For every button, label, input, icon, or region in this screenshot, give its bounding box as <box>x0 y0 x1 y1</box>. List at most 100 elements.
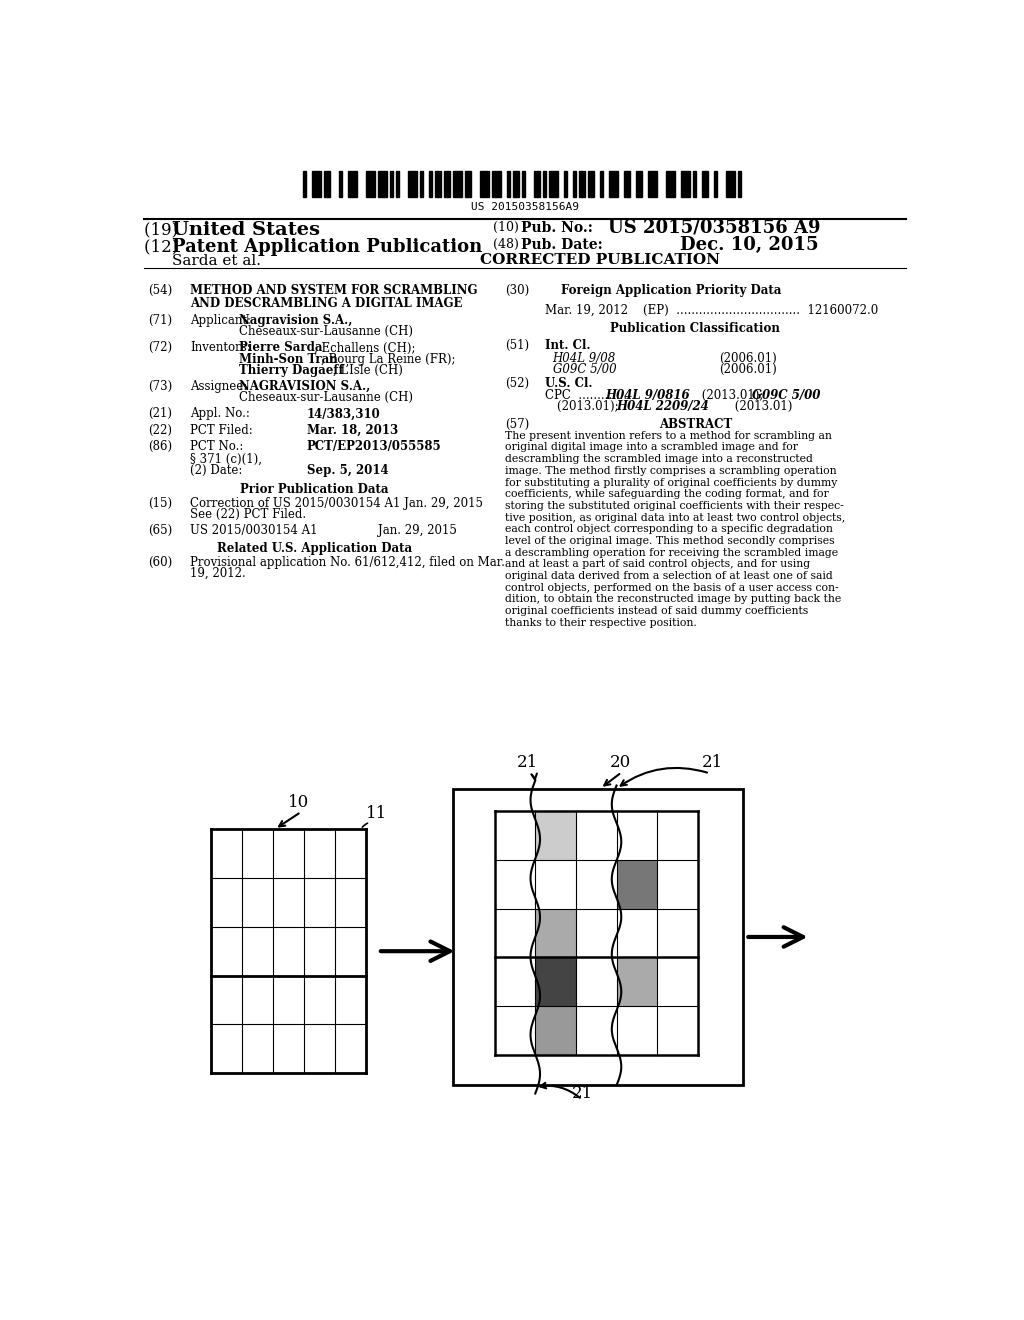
Text: (12): (12) <box>143 239 183 255</box>
Bar <box>624 170 630 197</box>
Text: (15): (15) <box>147 496 172 510</box>
Text: thanks to their respective position.: thanks to their respective position. <box>505 618 696 628</box>
Text: (2) Date:: (2) Date: <box>189 465 243 478</box>
Text: Sep. 5, 2014: Sep. 5, 2014 <box>306 465 388 478</box>
Text: (72): (72) <box>147 342 172 354</box>
Text: 11: 11 <box>367 805 387 822</box>
Text: each control object corresponding to a specific degradation: each control object corresponding to a s… <box>505 524 833 535</box>
Text: Appl. No.:: Appl. No.: <box>189 408 250 420</box>
Text: (52): (52) <box>505 378 529 389</box>
Text: U.S. Cl.: U.S. Cl. <box>545 378 592 389</box>
Text: , Echallens (CH);: , Echallens (CH); <box>314 342 416 354</box>
Text: G09C 5/00: G09C 5/00 <box>553 363 616 376</box>
Text: 10: 10 <box>288 793 309 810</box>
Bar <box>366 170 375 197</box>
Text: AND DESCRAMBLING A DIGITAL IMAGE: AND DESCRAMBLING A DIGITAL IMAGE <box>189 297 463 310</box>
Bar <box>420 170 423 197</box>
Text: (54): (54) <box>147 284 172 297</box>
Text: Correction of US 2015/0030154 A1 Jan. 29, 2015: Correction of US 2015/0030154 A1 Jan. 29… <box>189 496 483 510</box>
Bar <box>564 170 567 197</box>
Text: (60): (60) <box>147 556 172 569</box>
Bar <box>465 170 471 197</box>
Text: storing the substituted original coefficients with their respec-: storing the substituted original coeffic… <box>505 500 844 511</box>
Text: coefficients, while safeguarding the coding format, and for: coefficients, while safeguarding the cod… <box>505 490 828 499</box>
Text: US 20150358156A9: US 20150358156A9 <box>471 202 579 213</box>
Text: Applicant:: Applicant: <box>189 314 251 327</box>
Text: image. The method firstly comprises a scrambling operation: image. The method firstly comprises a sc… <box>505 466 837 477</box>
Text: (57): (57) <box>505 417 529 430</box>
Text: United States: United States <box>172 220 319 239</box>
Bar <box>536 1006 575 1055</box>
Text: (71): (71) <box>147 314 172 327</box>
Bar <box>536 957 575 1006</box>
Text: (65): (65) <box>147 524 172 537</box>
Bar <box>435 170 440 197</box>
Bar <box>443 170 450 197</box>
Text: § 371 (c)(1),: § 371 (c)(1), <box>189 453 262 466</box>
Text: original coefficients instead of said dummy coefficients: original coefficients instead of said du… <box>505 606 808 616</box>
Bar <box>549 170 558 197</box>
Text: (2006.01): (2006.01) <box>719 351 777 364</box>
Text: original digital image into a scrambled image and for: original digital image into a scrambled … <box>505 442 798 453</box>
Text: 19, 2012.: 19, 2012. <box>189 568 246 579</box>
Text: 21: 21 <box>571 1085 593 1102</box>
Text: 14/383,310: 14/383,310 <box>306 408 380 420</box>
Text: Mar. 19, 2012    (EP)  .................................  12160072.0: Mar. 19, 2012 (EP) .....................… <box>545 304 878 317</box>
Text: (22): (22) <box>147 424 172 437</box>
Text: CPC  ..............: CPC .............. <box>545 389 634 403</box>
Text: and at least a part of said control objects, and for using: and at least a part of said control obje… <box>505 560 810 569</box>
Bar <box>339 170 342 197</box>
Text: 21: 21 <box>702 754 724 771</box>
Text: Sarda et al.: Sarda et al. <box>172 253 261 268</box>
Text: , L’Isle (CH): , L’Isle (CH) <box>333 364 402 376</box>
Text: Patent Application Publication: Patent Application Publication <box>172 238 482 256</box>
Bar <box>429 170 432 197</box>
Text: METHOD AND SYSTEM FOR SCRAMBLING: METHOD AND SYSTEM FOR SCRAMBLING <box>189 284 477 297</box>
Text: H04L 2209/24: H04L 2209/24 <box>616 400 709 413</box>
Bar <box>395 170 398 197</box>
Text: Jan. 29, 2015: Jan. 29, 2015 <box>378 524 457 537</box>
Text: (2013.01);: (2013.01); <box>697 389 767 403</box>
Bar <box>738 170 741 197</box>
Text: Mar. 18, 2013: Mar. 18, 2013 <box>306 424 397 437</box>
Text: level of the original image. This method secondly comprises: level of the original image. This method… <box>505 536 835 546</box>
Bar <box>454 788 743 1085</box>
Text: PCT No.:: PCT No.: <box>189 440 244 453</box>
Bar <box>681 170 690 197</box>
Text: Related U.S. Application Data: Related U.S. Application Data <box>217 541 412 554</box>
Text: Nagravision S.A.,: Nagravision S.A., <box>240 314 352 327</box>
Text: PCT/EP2013/055585: PCT/EP2013/055585 <box>306 440 441 453</box>
Text: original data derived from a selection of at least one of said: original data derived from a selection o… <box>505 572 833 581</box>
Bar <box>726 170 735 197</box>
Text: control objects, performed on the basis of a user access con-: control objects, performed on the basis … <box>505 582 839 593</box>
Bar <box>588 170 594 197</box>
Text: ABSTRACT: ABSTRACT <box>658 417 732 430</box>
Bar <box>636 170 642 197</box>
Text: Inventors:: Inventors: <box>189 342 251 354</box>
Bar <box>543 170 546 197</box>
Text: tive position, as original data into at least two control objects,: tive position, as original data into at … <box>505 512 845 523</box>
Bar <box>648 170 657 197</box>
Text: Provisional application No. 61/612,412, filed on Mar.: Provisional application No. 61/612,412, … <box>189 556 505 569</box>
Bar <box>492 170 501 197</box>
Text: for substituting a plurality of original coefficients by dummy: for substituting a plurality of original… <box>505 478 838 487</box>
Text: 20: 20 <box>609 754 631 771</box>
Bar <box>579 170 585 197</box>
Bar <box>666 170 675 197</box>
Text: Dec. 10, 2015: Dec. 10, 2015 <box>680 236 818 253</box>
Text: a descrambling operation for receiving the scrambled image: a descrambling operation for receiving t… <box>505 548 838 557</box>
Bar <box>408 170 417 197</box>
Bar <box>390 170 392 197</box>
Text: dition, to obtain the reconstructed image by putting back the: dition, to obtain the reconstructed imag… <box>505 594 841 605</box>
Bar <box>714 170 717 197</box>
Bar <box>480 170 488 197</box>
Text: G09C 5/00: G09C 5/00 <box>752 389 820 403</box>
Text: Pub. Date:: Pub. Date: <box>521 238 602 252</box>
Text: NAGRAVISION S.A.,: NAGRAVISION S.A., <box>240 380 371 393</box>
Text: (30): (30) <box>505 284 529 297</box>
Text: H04L 9/08: H04L 9/08 <box>553 351 615 364</box>
Text: (10): (10) <box>494 220 523 234</box>
Text: Int. Cl.: Int. Cl. <box>545 339 590 352</box>
Text: Minh-Son Tran: Minh-Son Tran <box>240 352 338 366</box>
Text: (21): (21) <box>147 408 172 420</box>
